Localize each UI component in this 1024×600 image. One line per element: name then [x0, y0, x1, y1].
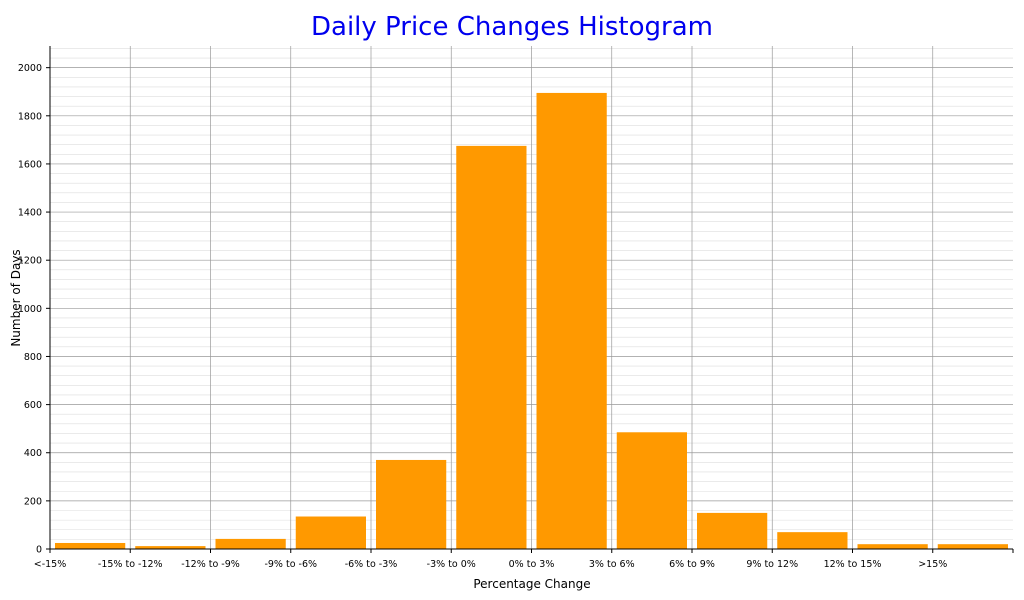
- bar: [857, 544, 928, 549]
- x-axis-label: Percentage Change: [473, 577, 590, 591]
- bar: [937, 544, 1008, 549]
- y-tick-label: 1400: [18, 208, 42, 219]
- bar: [697, 512, 768, 549]
- y-axis-label: Number of Days: [9, 249, 23, 346]
- bar: [215, 538, 286, 549]
- x-tick-label: -3% to 0%: [427, 559, 476, 570]
- x-tick-labels: <-15% -15% to -12% -12% to -9% -9% to -6% -6…: [34, 559, 948, 570]
- x-tick-label: >15%: [918, 559, 947, 570]
- bar: [135, 546, 206, 549]
- bar: [376, 459, 447, 549]
- x-tick-label: 9% to 12%: [746, 559, 798, 570]
- x-tick-label: -6% to -3%: [345, 559, 398, 570]
- x-tick-label: -12% to -9%: [181, 559, 240, 570]
- bar: [456, 145, 527, 549]
- bars-group: [55, 92, 1008, 550]
- x-tick-label: <-15%: [34, 559, 67, 570]
- axes-group: [46, 46, 1014, 553]
- x-tick-label: -15% to -12%: [98, 559, 163, 570]
- y-tick-label: 1200: [18, 256, 42, 267]
- bar: [55, 542, 126, 549]
- bar: [536, 92, 607, 550]
- bar: [616, 432, 687, 549]
- bar: [295, 516, 366, 549]
- x-tick-label: -9% to -6%: [264, 559, 317, 570]
- y-tick-label: 800: [24, 352, 42, 363]
- x-tick-label: 6% to 9%: [669, 559, 715, 570]
- x-tick-label: 3% to 6%: [589, 559, 635, 570]
- y-tick-label: 600: [24, 400, 42, 411]
- y-tick-label: 400: [24, 448, 42, 459]
- major-gridlines: [50, 46, 1013, 549]
- y-tick-label: 1600: [18, 159, 42, 170]
- y-tick-label: 0: [36, 545, 42, 556]
- x-tick-label: 0% to 3%: [509, 559, 555, 570]
- bar: [777, 532, 848, 549]
- y-tick-label: 1800: [18, 111, 42, 122]
- y-tick-label: 1000: [18, 304, 42, 315]
- x-tick-label: 12% to 15%: [824, 559, 882, 570]
- y-tick-label: 200: [24, 496, 42, 507]
- y-tick-label: 2000: [18, 63, 42, 74]
- chart-title: Daily Price Changes Histogram: [311, 12, 713, 42]
- y-tick-labels: 0 200 400 600 800 1000 1200 1400 1600 1800 2000: [18, 63, 42, 555]
